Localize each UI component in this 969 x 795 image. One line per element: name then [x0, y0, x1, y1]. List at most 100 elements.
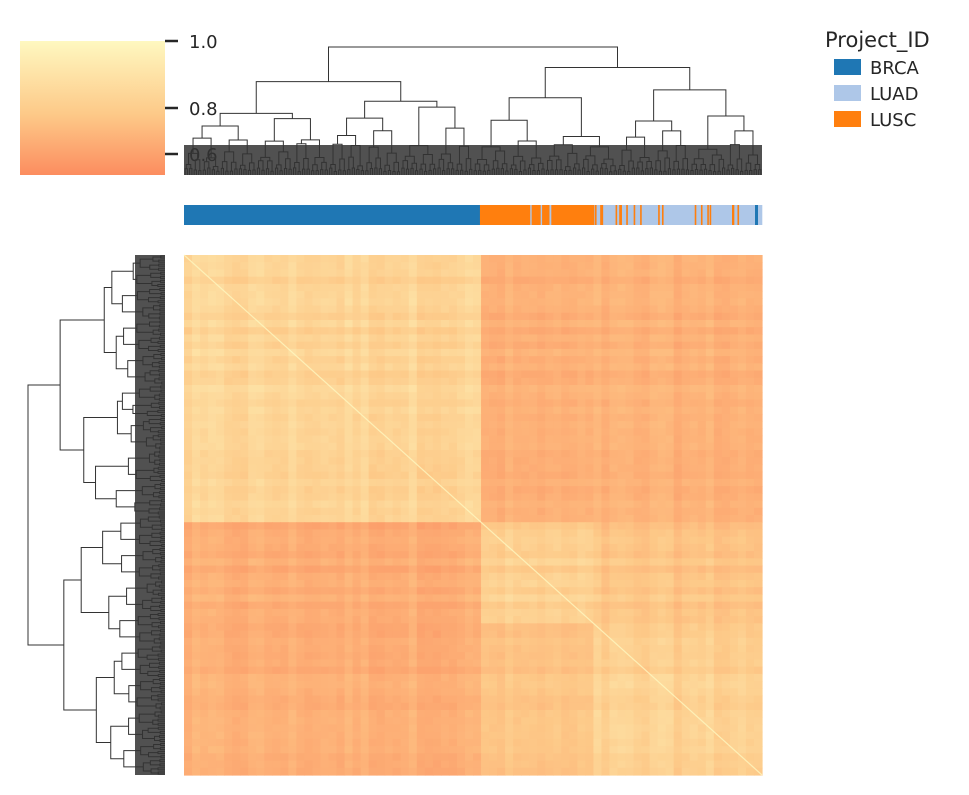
heatmap-cell [681, 356, 691, 364]
heatmap-cell [328, 377, 338, 386]
heatmap-cell [432, 305, 442, 314]
heatmap-cell [497, 327, 506, 336]
heatmap-cell [376, 421, 386, 429]
heatmap-cell [320, 435, 330, 444]
heatmap-cell [657, 312, 667, 321]
heatmap-cell [320, 587, 330, 596]
heatmap-cell [617, 348, 627, 357]
heatmap-cell [296, 327, 306, 336]
heatmap-cell [232, 551, 241, 559]
heatmap-cell [256, 565, 265, 574]
heatmap-cell [625, 666, 635, 675]
heatmap-cell [448, 522, 458, 531]
heatmap-cell [272, 608, 281, 617]
heatmap-cell [529, 630, 538, 639]
heatmap-cell [537, 652, 546, 661]
heatmap-cell [633, 406, 643, 415]
heatmap-cell [208, 385, 217, 393]
heatmap-cell [272, 536, 281, 545]
heatmap-cell [432, 601, 442, 610]
heatmap-cell [320, 478, 330, 487]
heatmap-cell [400, 320, 410, 328]
heatmap-cell [649, 565, 659, 574]
heatmap-cell [577, 681, 586, 689]
heatmap-cell [408, 587, 418, 596]
heatmap-cell [537, 442, 546, 451]
heatmap-cell [432, 341, 442, 350]
heatmap-cell [352, 543, 362, 552]
heatmap-cell [216, 348, 225, 357]
heatmap-cell [328, 392, 338, 401]
heatmap-cell [448, 507, 458, 516]
heatmap-cell [296, 587, 306, 596]
annotation-stripe [709, 205, 712, 225]
heatmap-cell [456, 543, 466, 552]
heatmap-cell [513, 327, 522, 336]
heatmap-cell [416, 262, 426, 271]
heatmap-cell [561, 327, 570, 336]
heatmap-cell [625, 464, 635, 473]
heatmap-cell [344, 262, 354, 271]
heatmap-cell [473, 363, 482, 372]
heatmap-cell [448, 377, 458, 386]
heatmap-cell [553, 312, 562, 321]
heatmap-cell [505, 327, 514, 336]
heatmap-cell [208, 666, 217, 675]
heatmap-cell [440, 392, 450, 401]
heatmap-cell [681, 471, 691, 480]
heatmap-cell [649, 283, 659, 292]
heatmap-cell [408, 695, 418, 704]
heatmap-cell [408, 392, 418, 401]
heatmap-cell [312, 478, 322, 487]
heatmap-cell [432, 320, 442, 328]
heatmap-cell [264, 435, 273, 444]
heatmap-cell [424, 666, 434, 675]
heatmap-cell [489, 298, 498, 307]
heatmap-cell [192, 334, 201, 343]
heatmap-cell [440, 312, 450, 321]
heatmap-cell [641, 637, 651, 646]
heatmap-cell [673, 305, 683, 314]
heatmap-cell [497, 652, 506, 661]
heatmap-cell [473, 413, 482, 422]
heatmap-cell [737, 558, 747, 567]
heatmap-cell [424, 327, 434, 336]
heatmap-cell [304, 587, 314, 596]
heatmap-cell [448, 291, 458, 299]
heatmap-cell [625, 341, 635, 350]
heatmap-cell [705, 291, 715, 299]
heatmap-cell [713, 688, 723, 697]
heatmap-cell [705, 320, 715, 328]
heatmap-cell [248, 269, 257, 278]
heatmap-cell [617, 363, 627, 372]
heatmap-cell [753, 507, 763, 516]
heatmap-cell [224, 630, 233, 639]
heatmap-cell [545, 421, 554, 429]
heatmap-cell [184, 305, 193, 314]
heatmap-cell [416, 255, 426, 263]
heatmap-cell [721, 471, 731, 480]
heatmap-cell [593, 515, 603, 523]
heatmap-cell [617, 276, 627, 285]
heatmap-cell [497, 551, 506, 559]
heatmap-cell [336, 637, 346, 646]
heatmap-cell [657, 269, 667, 278]
heatmap-cell [368, 450, 378, 458]
heatmap-cell [713, 580, 723, 588]
heatmap-cell [745, 536, 755, 545]
heatmap-cell [609, 486, 619, 494]
heatmap-cell [344, 688, 354, 697]
heatmap-cell [721, 276, 731, 285]
heatmap-cell [464, 587, 474, 596]
heatmap-cell [256, 645, 265, 653]
heatmap-cell [200, 356, 209, 364]
heatmap-cell [561, 428, 570, 437]
heatmap-cell [681, 370, 691, 379]
heatmap-cell [360, 551, 370, 559]
heatmap-cell [625, 594, 635, 603]
heatmap-cell [216, 457, 225, 466]
heatmap-cell [424, 450, 434, 458]
heatmap-cell [545, 269, 554, 278]
heatmap-cell [657, 392, 667, 401]
heatmap-cell [513, 334, 522, 343]
